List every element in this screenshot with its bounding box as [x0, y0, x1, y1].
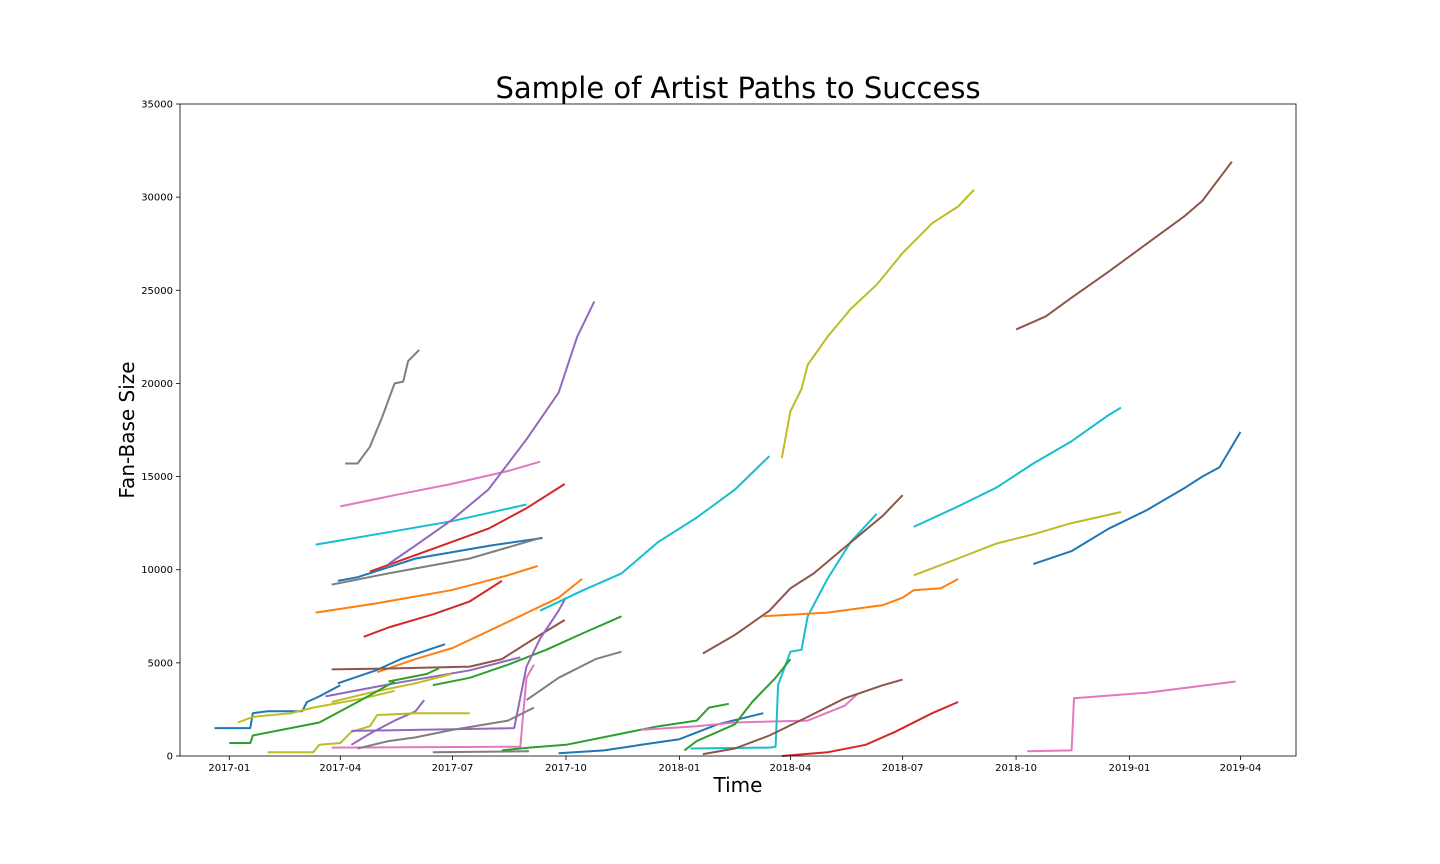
series-line	[432, 615, 622, 687]
series-line	[913, 406, 1122, 528]
y-tick-label: 30000	[141, 193, 173, 204]
x-tick-label: 2018-10	[995, 763, 1037, 774]
chart-title: Sample of Artist Paths to Success	[495, 71, 980, 105]
series-line	[369, 483, 566, 573]
series-line	[350, 699, 425, 746]
series-line	[337, 643, 446, 685]
series-line	[781, 701, 959, 757]
series-line	[539, 455, 771, 612]
y-tick-label: 35000	[141, 100, 173, 111]
series-line	[363, 580, 503, 638]
x-tick-label: 2017-10	[545, 763, 587, 774]
x-tick-label: 2017-07	[432, 763, 474, 774]
series-line	[214, 684, 341, 730]
x-tick-label: 2017-04	[319, 763, 361, 774]
x-tick-label: 2019-01	[1109, 763, 1151, 774]
series-line	[337, 537, 543, 582]
series-line	[229, 680, 396, 744]
series-line	[780, 189, 975, 459]
series-line	[376, 578, 583, 674]
x-tick-label: 2019-04	[1220, 763, 1262, 774]
series-line	[331, 673, 452, 703]
x-tick-label: 2018-07	[882, 763, 924, 774]
x-axis-ticks: 2017-01 2017-04 2017-07 2017-10 2018-01 2018-…	[208, 756, 1261, 774]
series-line	[345, 349, 420, 465]
series-line	[641, 693, 858, 731]
y-tick-label: 25000	[141, 286, 173, 297]
series-line	[315, 565, 538, 614]
series-line	[501, 702, 729, 752]
series-line	[913, 511, 1122, 577]
plot-frame	[179, 103, 1297, 757]
y-tick-label: 20000	[141, 379, 173, 390]
series-line	[357, 706, 535, 750]
x-tick-label: 2017-01	[208, 763, 250, 774]
series-line	[525, 650, 622, 701]
x-tick-label: 2018-01	[659, 763, 701, 774]
y-tick-label: 15000	[141, 472, 173, 483]
series-line	[340, 460, 541, 508]
series-line	[315, 503, 527, 546]
series-line	[432, 750, 530, 754]
y-tick-label: 10000	[141, 565, 173, 576]
y-axis-ticks: 0 5000 10000 15000 20000 25000 30000 35000	[141, 100, 180, 763]
series-line	[1032, 431, 1242, 566]
y-tick-label: 0	[167, 752, 173, 763]
x-axis-label: Time	[713, 773, 763, 797]
series-line	[763, 578, 959, 618]
series-layer	[214, 161, 1242, 757]
series-line	[388, 667, 440, 683]
x-tick-label: 2018-04	[770, 763, 812, 774]
series-line	[1015, 161, 1233, 331]
series-line	[267, 712, 470, 754]
series-line	[683, 658, 792, 752]
series-line	[331, 537, 541, 586]
series-line	[1027, 680, 1236, 753]
series-line	[237, 689, 395, 724]
y-tick-label: 5000	[148, 658, 173, 669]
series-line	[702, 678, 903, 756]
series-line	[702, 494, 904, 655]
series-line	[387, 301, 596, 565]
y-axis-label: Fan-Base Size	[115, 361, 139, 498]
series-line	[690, 513, 878, 750]
series-line	[325, 656, 521, 698]
series-line	[351, 599, 566, 732]
